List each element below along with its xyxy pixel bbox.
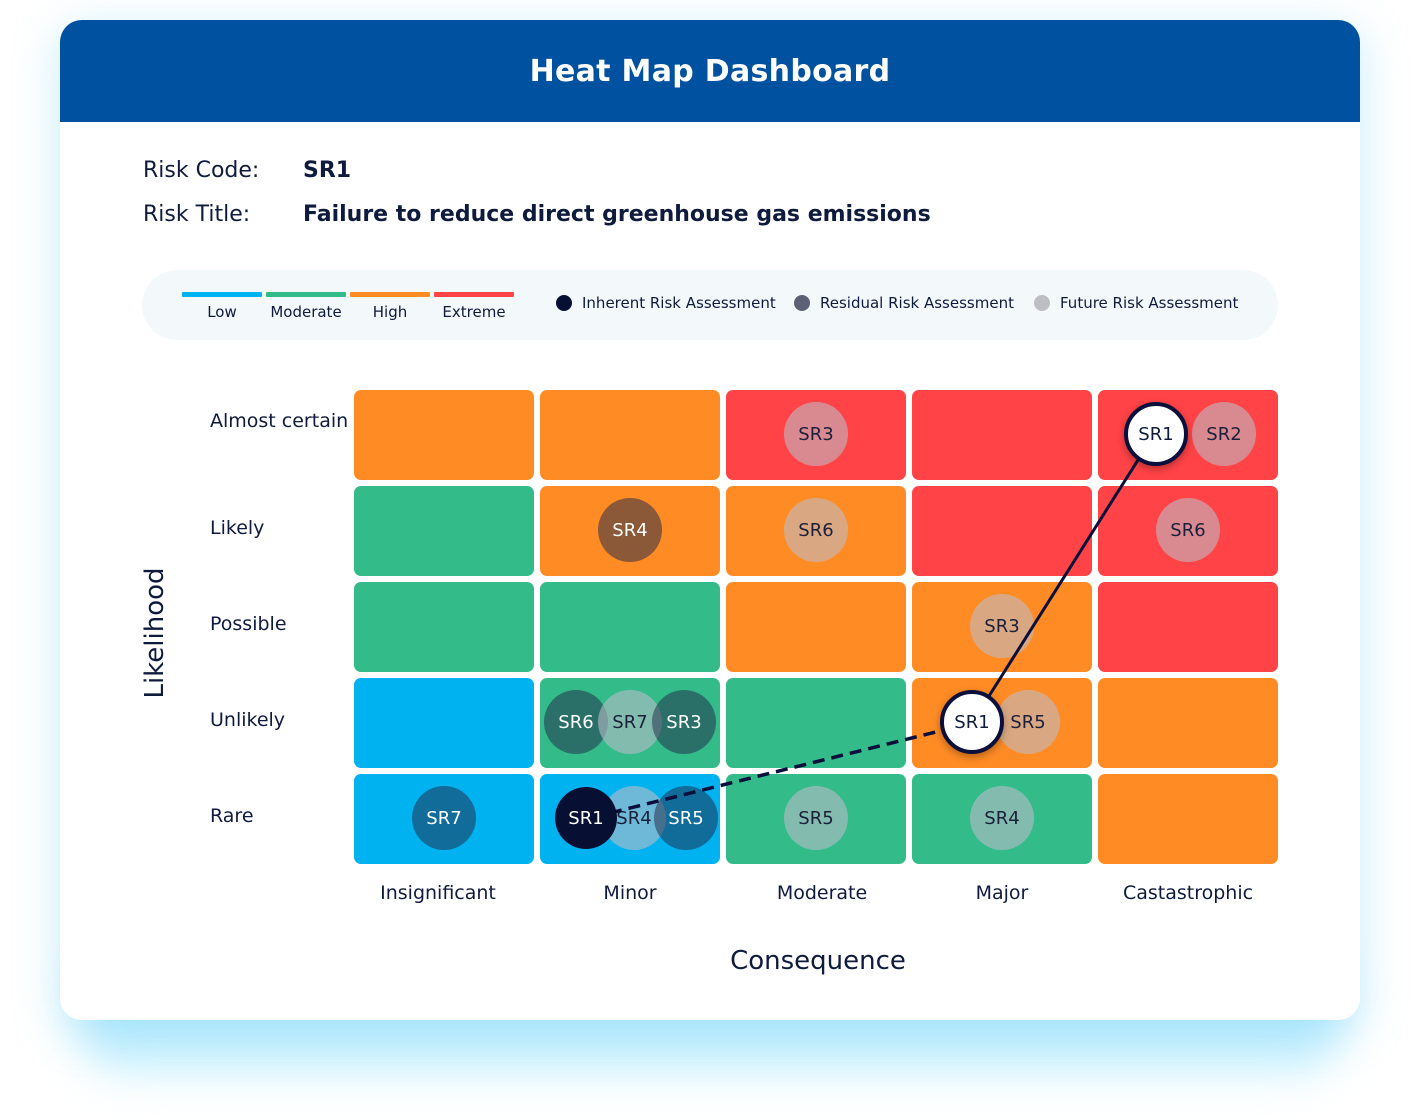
risk-marker-sr1[interactable]: SR1 bbox=[555, 787, 617, 849]
legend-future-dot bbox=[1034, 295, 1050, 311]
risk-marker-sr6[interactable]: SR6 bbox=[784, 498, 848, 562]
consequence-axis-title: Consequence bbox=[730, 946, 906, 976]
legend-future-label: Future Risk Assessment bbox=[1060, 294, 1239, 312]
col-label-minor: Minor bbox=[603, 882, 657, 904]
dashboard-card: Heat Map Dashboard Risk Code: SR1 Risk T… bbox=[60, 20, 1360, 1020]
cell-unlikely-castastrophic[interactable] bbox=[1098, 678, 1278, 768]
cell-almost-certain-insignificant[interactable] bbox=[354, 390, 534, 480]
legend-moderate-swatch bbox=[266, 292, 346, 297]
risk-marker-sr5[interactable]: SR5 bbox=[784, 786, 848, 850]
cell-almost-certain-minor[interactable] bbox=[540, 390, 720, 480]
risk-marker-sr5[interactable]: SR5 bbox=[996, 690, 1060, 754]
legend-low-swatch bbox=[182, 292, 262, 297]
legend-high-swatch bbox=[350, 292, 430, 297]
legend-extreme-swatch bbox=[434, 292, 514, 297]
cell-almost-certain-major[interactable] bbox=[912, 390, 1092, 480]
legend-moderate-label: Moderate bbox=[270, 303, 342, 321]
cell-unlikely-moderate[interactable] bbox=[726, 678, 906, 768]
risk-title-value: Failure to reduce direct greenhouse gas … bbox=[303, 202, 931, 227]
risk-marker-sr1[interactable]: SR1 bbox=[1124, 402, 1188, 466]
row-label-almost-certain: Almost certain bbox=[210, 410, 349, 432]
cell-possible-minor[interactable] bbox=[540, 582, 720, 672]
legend-high: High bbox=[350, 292, 430, 332]
risk-marker-sr3[interactable]: SR3 bbox=[784, 402, 848, 466]
row-label-possible: Possible bbox=[210, 613, 287, 635]
dashboard-header: Heat Map Dashboard bbox=[60, 20, 1360, 122]
risk-code-value: SR1 bbox=[303, 158, 352, 183]
cell-possible-castastrophic[interactable] bbox=[1098, 582, 1278, 672]
cell-rare-castastrophic[interactable] bbox=[1098, 774, 1278, 864]
legend-low: Low bbox=[182, 292, 262, 332]
risk-marker-sr4[interactable]: SR4 bbox=[598, 498, 662, 562]
risk-marker-sr7[interactable]: SR7 bbox=[412, 786, 476, 850]
col-label-insignificant: Insignificant bbox=[380, 882, 496, 904]
risk-marker-sr3[interactable]: SR3 bbox=[652, 690, 716, 754]
likelihood-axis-title-text: Likelihood bbox=[140, 567, 170, 699]
cell-possible-insignificant[interactable] bbox=[354, 582, 534, 672]
legend-residual-dot bbox=[794, 295, 810, 311]
risk-marker-sr3[interactable]: SR3 bbox=[970, 594, 1034, 658]
dashboard-title: Heat Map Dashboard bbox=[529, 53, 891, 89]
risk-marker-sr1[interactable]: SR1 bbox=[940, 690, 1004, 754]
row-label-unlikely: Unlikely bbox=[210, 709, 286, 731]
legend: Low Moderate High Extreme Inherent Risk … bbox=[142, 270, 1278, 340]
risk-title-label: Risk Title: bbox=[143, 202, 251, 227]
legend-low-label: Low bbox=[207, 303, 237, 321]
legend-moderate: Moderate bbox=[266, 292, 346, 332]
risk-code-label: Risk Code: bbox=[143, 158, 260, 183]
legend-inherent: Inherent Risk Assessment bbox=[556, 294, 776, 312]
legend-residual: Residual Risk Assessment bbox=[794, 294, 1014, 312]
cell-unlikely-insignificant[interactable] bbox=[354, 678, 534, 768]
legend-residual-label: Residual Risk Assessment bbox=[820, 294, 1014, 312]
legend-inherent-label: Inherent Risk Assessment bbox=[582, 294, 776, 312]
legend-inherent-dot bbox=[556, 295, 572, 311]
legend-high-label: High bbox=[372, 303, 408, 321]
risk-marker-sr5[interactable]: SR5 bbox=[654, 786, 718, 850]
col-label-catastrophic: Castastrophic bbox=[1122, 882, 1254, 904]
legend-extreme-label: Extreme bbox=[442, 303, 506, 321]
col-label-major: Major bbox=[975, 882, 1029, 904]
col-label-moderate: Moderate bbox=[776, 882, 868, 904]
row-label-rare: Rare bbox=[210, 805, 254, 827]
risk-marker-sr2[interactable]: SR2 bbox=[1192, 402, 1256, 466]
cell-likely-major[interactable] bbox=[912, 486, 1092, 576]
legend-future: Future Risk Assessment bbox=[1034, 294, 1238, 312]
risk-marker-sr6[interactable]: SR6 bbox=[1156, 498, 1220, 562]
legend-extreme: Extreme bbox=[434, 292, 514, 332]
row-label-likely: Likely bbox=[210, 517, 265, 539]
cell-likely-insignificant[interactable] bbox=[354, 486, 534, 576]
cell-possible-moderate[interactable] bbox=[726, 582, 906, 672]
risk-marker-sr4[interactable]: SR4 bbox=[970, 786, 1034, 850]
